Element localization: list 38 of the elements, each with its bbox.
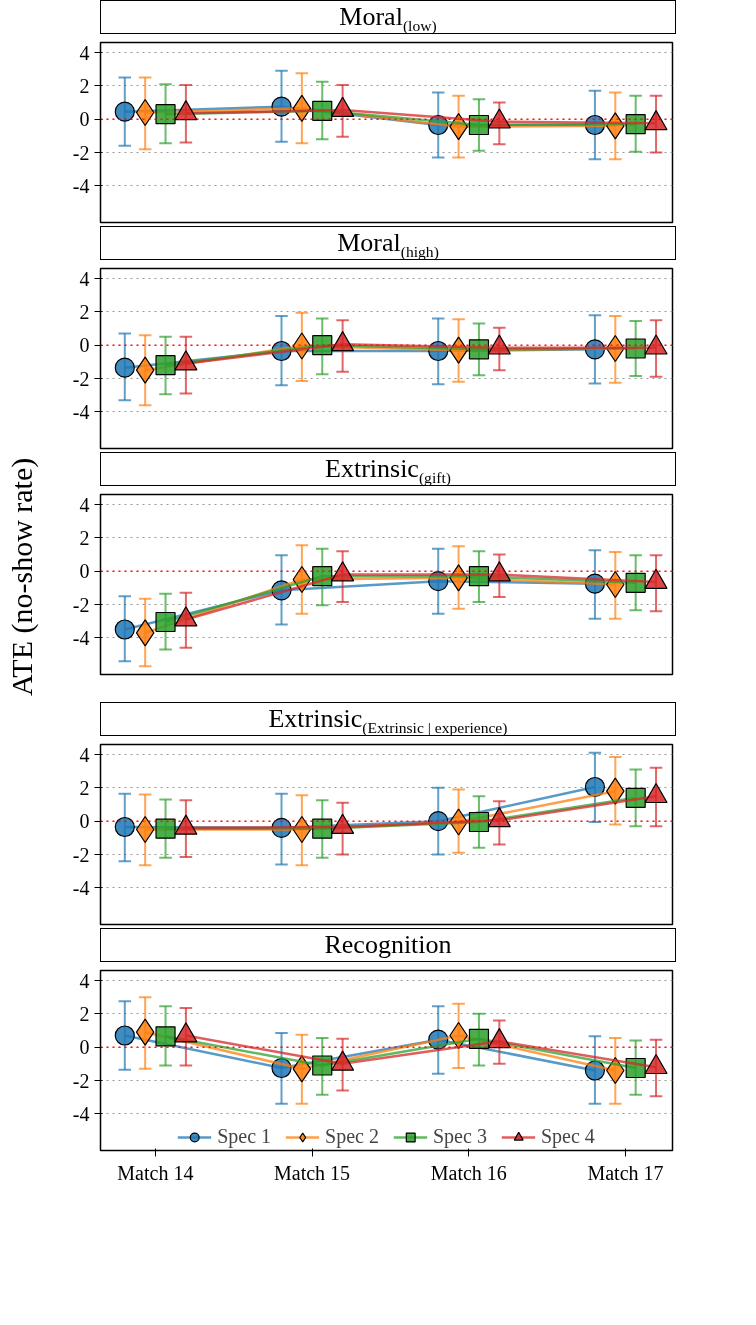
x-tick-label: Match 14 — [117, 1161, 194, 1184]
y-tick-label: 4 — [79, 493, 90, 516]
y-tick-label: 2 — [79, 74, 90, 97]
y-tick-label: 4 — [79, 969, 90, 992]
y-tick-label: 2 — [79, 776, 90, 799]
y-tick-label: -4 — [72, 174, 90, 197]
x-tick-label: Match 16 — [430, 1161, 507, 1184]
y-axis-title: ATE (no-show rate) — [3, 457, 39, 697]
y-tick-label: 2 — [79, 300, 90, 323]
legend-label: Spec 1 — [217, 1125, 272, 1148]
y-tick-label: 2 — [79, 526, 90, 549]
y-tick-label: -4 — [72, 876, 90, 899]
y-tick-label: 0 — [79, 810, 90, 833]
chart-title: Moral$_{(high)}$ — [337, 227, 439, 263]
chart-title: Moral$_{(low)}$ — [339, 1, 437, 37]
y-tick-label: -2 — [72, 367, 90, 390]
x-tick-label: Match 15 — [274, 1161, 351, 1184]
y-tick-label: -2 — [72, 141, 90, 164]
legend-label: Spec 4 — [540, 1125, 595, 1148]
y-tick-label: 2 — [79, 1002, 90, 1025]
y-tick-label: 4 — [79, 743, 90, 766]
y-tick-label: -2 — [72, 1069, 90, 1092]
y-tick-label: 0 — [79, 108, 90, 131]
y-tick-label: -4 — [72, 400, 90, 423]
legend-label: Spec 2 — [325, 1125, 379, 1148]
y-tick-label: 0 — [79, 334, 90, 357]
y-tick-label: 0 — [79, 1036, 90, 1059]
chart-title: Recognition — [324, 929, 452, 961]
y-tick-label: -4 — [72, 626, 90, 649]
y-tick-label: -2 — [72, 593, 90, 616]
y-tick-label: -2 — [72, 843, 90, 866]
x-tick-label: Match 17 — [587, 1161, 664, 1184]
y-tick-label: -4 — [72, 1102, 90, 1125]
chart-title: Extrinsic$_{(gift)}$ — [325, 453, 451, 489]
y-tick-label: 4 — [79, 41, 90, 64]
legend-label: Spec 3 — [433, 1125, 487, 1148]
y-tick-label: 4 — [79, 267, 90, 290]
y-tick-label: 0 — [79, 560, 90, 583]
